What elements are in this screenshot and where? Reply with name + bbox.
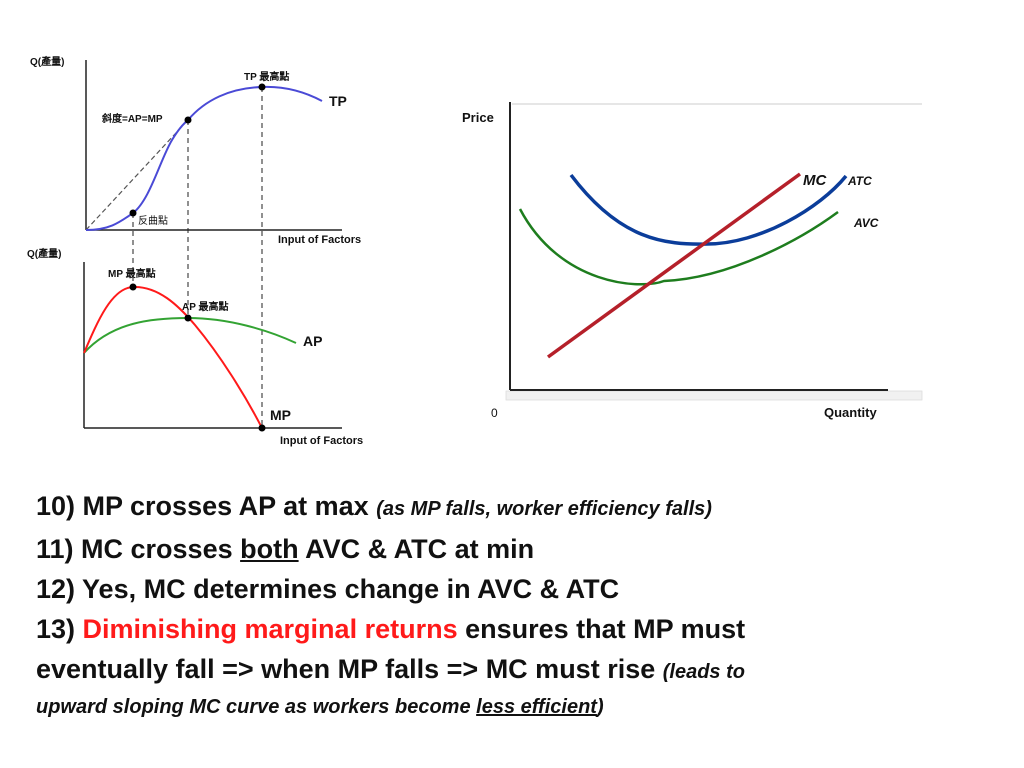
tp-max-label: TP 最高點 <box>244 70 289 83</box>
note-11-a: 11) MC crosses <box>36 534 241 564</box>
note-13-a: 13) <box>36 614 83 644</box>
atc-label: ATC <box>847 174 872 188</box>
tangent-point <box>184 116 192 124</box>
avc-curve <box>518 208 839 286</box>
mc-label: MC <box>803 172 827 189</box>
cost-bottom-band <box>505 390 923 401</box>
mp-curve <box>83 285 263 429</box>
cost-chart: Price Quantity 0 MC ATC AVC <box>462 102 923 420</box>
note-11-both: both <box>240 534 299 564</box>
notes-block: 10) MP crosses AP at max (as MP falls, w… <box>36 486 996 722</box>
mp-ap-y-axis-label: Q(產量) <box>27 247 61 260</box>
price-axis-label: Price <box>462 110 494 125</box>
note-14-aside: (leads to <box>662 661 745 683</box>
note-line-12: 12) Yes, MC determines change in AVC & A… <box>36 569 996 609</box>
note-14-a: eventually fall => when MP falls => MC m… <box>36 654 663 684</box>
ap-max-label: AP 最高點 <box>182 300 229 313</box>
tp-x-axis-label: Input of Factors <box>278 234 361 246</box>
tp-max-point <box>258 83 266 91</box>
note-line-11: 11) MC crosses both AVC & ATC at min <box>36 529 996 569</box>
note-line-13: 13) Diminishing marginal returns ensures… <box>36 609 996 649</box>
tp-curve-label: TP <box>329 93 347 109</box>
note-line-15: upward sloping MC curve as workers becom… <box>36 692 996 722</box>
tp-chart: Q(產量) Input of Factors TP 最高點 TP 斜度=AP=M… <box>30 55 361 428</box>
mp-ap-chart: Q(產量) Input of Factors MP 最高點 AP 最高點 AP … <box>27 247 363 447</box>
origin-label: 0 <box>491 406 498 420</box>
note-10-main: 10) MP crosses AP at max <box>36 491 369 521</box>
production-and-cost-diagram: Q(產量) Input of Factors TP 最高點 TP 斜度=AP=M… <box>27 55 923 447</box>
note-13-b: ensures that MP must <box>457 614 746 644</box>
ap-curve-label: AP <box>303 333 322 349</box>
atc-curve <box>569 173 848 246</box>
note-15-b: ) <box>596 696 604 718</box>
note-line-14: eventually fall => when MP falls => MC m… <box>36 649 996 692</box>
avc-label: AVC <box>853 216 879 230</box>
tp-curve <box>85 85 323 231</box>
mp-ap-x-axis-label: Input of Factors <box>280 435 363 447</box>
mp-zero-point <box>258 424 266 432</box>
note-line-10: 10) MP crosses AP at max (as MP falls, w… <box>36 486 996 529</box>
note-13-emphasis: Diminishing marginal returns <box>82 614 458 644</box>
note-11-b: AVC & ATC at min <box>298 534 535 564</box>
note-10-aside: (as MP falls, worker efficiency falls) <box>376 498 712 520</box>
quantity-axis-label: Quantity <box>824 405 877 420</box>
ap-max-point <box>184 314 192 322</box>
tp-y-axis-label: Q(產量) <box>30 55 64 68</box>
tangent-ray <box>85 119 189 231</box>
note-15-a: upward sloping MC curve as workers becom… <box>36 696 477 718</box>
ap-curve <box>83 316 297 354</box>
mp-curve-label: MP <box>270 407 291 423</box>
mc-curve <box>546 172 802 359</box>
inflection-point <box>129 209 137 217</box>
inflection-label: 反曲點 <box>138 214 168 227</box>
mp-max-point <box>129 283 137 291</box>
note-15-underlined: less efficient <box>476 696 597 718</box>
mp-max-label: MP 最高點 <box>108 267 156 280</box>
note-12: 12) Yes, MC determines change in AVC & A… <box>36 574 620 604</box>
slope-label: 斜度=AP=MP <box>101 112 163 125</box>
